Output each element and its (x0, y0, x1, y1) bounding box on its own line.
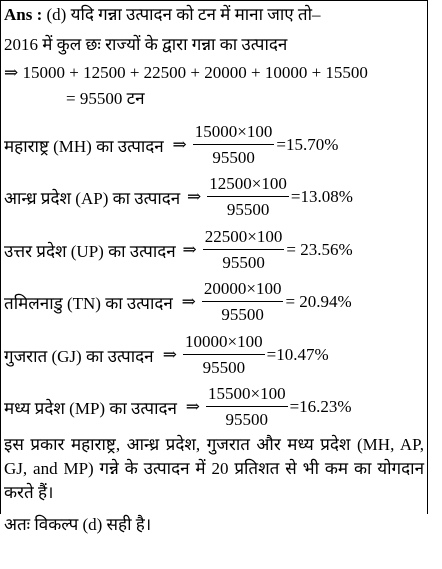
state-label: उत्तर प्रदेश (UP) का उत्पादन (4, 241, 176, 261)
intro: 2016 में कुल छः राज्यों के द्वारा गन्ना … (4, 35, 288, 54)
answer-text: (d) यदि गन्ना उत्पादन को टन में माना जाए… (46, 5, 321, 24)
numerator: 12500×100 (207, 174, 289, 197)
fraction: 10000×100 95500 (183, 332, 265, 378)
denominator: 95500 (221, 305, 264, 324)
result: =13.08% (290, 187, 353, 206)
fraction: 22500×100 95500 (202, 227, 285, 273)
formula-row: आन्ध्र प्रदेश (AP) का उत्पादन ⇒ 12500×100 9… (4, 172, 353, 222)
arrow: ⇒ (172, 135, 187, 154)
state-label: मध्य प्रदेश (MP) का उत्पादन (4, 398, 177, 418)
result: =15.70% (276, 135, 339, 154)
result: =10.47% (266, 345, 329, 364)
denominator: 95500 (212, 148, 255, 167)
fraction: 15000×100 95500 (192, 122, 275, 168)
state-label: तमिलनाडु (TN) का उत्पादन (4, 293, 173, 313)
state-label: महाराष्ट्र (MH) का उत्पादन (4, 136, 164, 156)
formula-row: मध्य प्रदेश (MP) का उत्पादन ⇒ 15500×100 955… (4, 382, 352, 432)
numerator: 15500×100 (206, 384, 288, 407)
fraction: 12500×100 95500 (207, 174, 289, 220)
fraction: 15500×100 95500 (206, 384, 288, 430)
numerator: 10000×100 (183, 332, 265, 355)
sum-expression: ⇒ 15000 + 12500 + 22500 + 20000 + 10000 … (4, 63, 368, 82)
state-label: आन्ध्र प्रदेश (AP) का उत्पादन (4, 188, 181, 208)
answer-line: Ans : (d) यदि गन्ना उत्पादन को टन में मा… (4, 4, 321, 26)
denominator: 95500 (222, 253, 265, 272)
arrow: ⇒ (185, 397, 200, 416)
conclusion: इस प्रकार महाराष्ट्र, आन्ध्र प्रदेश, गुज… (4, 435, 424, 502)
formula-row: गुजरात (GJ) का उत्पादन ⇒ 10000×100 95500 =10… (4, 330, 329, 380)
answer-label: Ans : (4, 5, 43, 24)
denominator: 95500 (226, 200, 270, 219)
denominator: 95500 (225, 410, 269, 429)
sum-total: = 95500 टन (66, 89, 145, 108)
arrow: ⇒ (181, 292, 196, 311)
arrow: ⇒ (182, 240, 197, 259)
formula-row: तमिलनाडु (TN) का उत्पादन ⇒ 20000×100 95500 =… (4, 277, 352, 327)
result: = 20.94% (285, 292, 352, 311)
numerator: 15000×100 (192, 122, 275, 145)
numerator: 22500×100 (202, 227, 285, 250)
final: अतः विकल्प (d) सही है। (4, 515, 152, 534)
result: =16.23% (289, 397, 352, 416)
fraction: 20000×100 95500 (201, 279, 284, 325)
arrow: ⇒ (162, 345, 178, 364)
answer-box (0, 0, 428, 514)
numerator: 20000×100 (201, 279, 284, 302)
formula-row: उत्तर प्रदेश (UP) का उत्पादन ⇒ 22500×100 95… (4, 225, 353, 275)
formula-row: महाराष्ट्र (MH) का उत्पादन ⇒ 15000×100 9550… (4, 120, 338, 170)
arrow: ⇒ (187, 187, 202, 206)
state-label: गुजरात (GJ) का उत्पादन (4, 346, 154, 366)
denominator: 95500 (202, 358, 246, 377)
result: = 23.56% (286, 240, 353, 259)
